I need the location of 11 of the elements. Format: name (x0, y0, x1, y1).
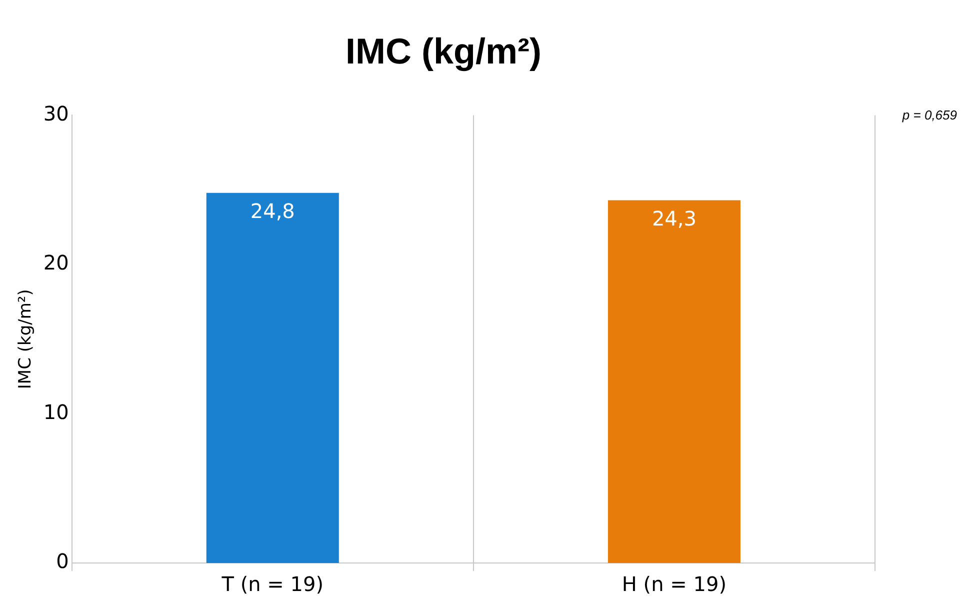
text: p = 0,659 (901, 107, 957, 122)
y-tick-label: 20 (43, 250, 69, 275)
x-tick-label: T (n = 19) (220, 572, 324, 596)
x-tick-label: H (n = 19) (622, 572, 727, 596)
chart-title: IMC (kg/m²) (346, 30, 542, 72)
data-label: 24,8 (250, 199, 295, 224)
y-tick-label: 10 (43, 400, 69, 424)
y-tick-label: 0 (56, 549, 69, 574)
y-axis-title: IMC (kg/m²) (16, 289, 36, 390)
y-tick-label: 30 (43, 101, 69, 126)
data-label: 24,3 (652, 206, 696, 230)
